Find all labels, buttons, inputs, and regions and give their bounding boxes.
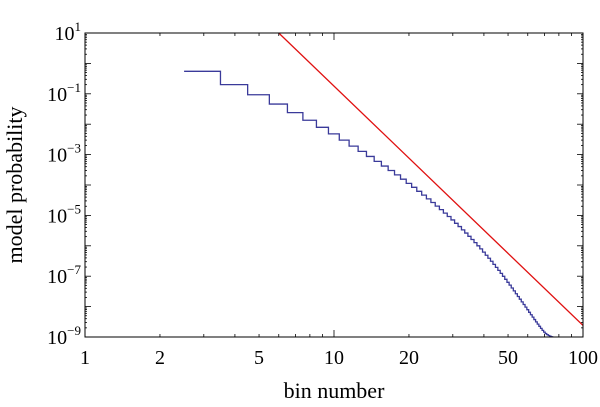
x-tick-label: 100 (568, 347, 598, 369)
plot-frame (84, 32, 584, 338)
power-law-reference-line (278, 33, 583, 326)
y-tick-exponent: −3 (67, 141, 81, 156)
x-axis-title: bin number (284, 378, 385, 403)
model-probability-step-series (184, 70, 557, 337)
y-tick-label: 10−3 (47, 141, 81, 167)
y-tick-exponent: −5 (67, 201, 81, 216)
y-tick-exponent: 1 (75, 19, 82, 34)
y-tick-exponent: −9 (67, 323, 81, 338)
x-tick-label: 1 (80, 347, 90, 369)
x-tick-label: 20 (399, 347, 419, 369)
x-tick-label: 50 (498, 347, 518, 369)
y-axis-title: model probability (2, 106, 27, 263)
x-tick-label: 10 (324, 347, 344, 369)
y-tick-exponent: −1 (67, 80, 81, 95)
x-tick-label: 5 (254, 347, 264, 369)
series-layer (184, 33, 583, 337)
x-tick-label: 2 (155, 347, 165, 369)
y-tick-exponent: −7 (67, 262, 81, 277)
